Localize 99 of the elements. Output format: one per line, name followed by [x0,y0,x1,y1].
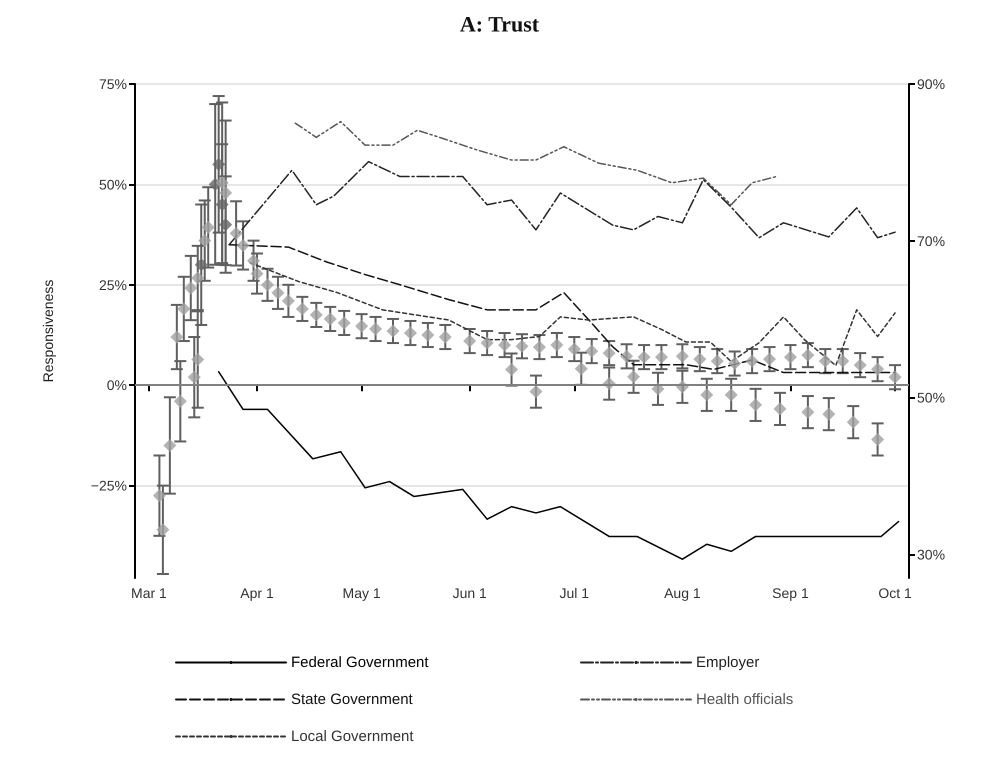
point [728,357,742,370]
point [505,363,518,376]
y-tick-label: 0% [106,377,127,394]
point [260,278,274,292]
point [250,267,264,280]
point [602,346,616,360]
point [627,370,640,384]
point [818,354,832,368]
x-tick-label: Aug 1 [664,585,701,601]
point [198,234,212,248]
y-tick-label: 50% [98,176,127,192]
y-tick-label: −25% [90,478,127,494]
y-tick-label: 75% [98,76,127,92]
point [480,336,494,350]
x-tick-label: Jul 1 [560,585,590,601]
point [550,338,564,352]
point [836,354,850,368]
point [724,388,738,402]
point [585,344,598,358]
point [191,353,204,366]
point [163,438,176,452]
point [194,258,208,272]
point [310,308,323,322]
point [784,350,797,364]
y2-tick-label: 50% [917,390,946,406]
point [676,350,689,363]
x-tick-label: Jun 1 [452,585,488,601]
point [568,342,581,356]
point [822,408,836,421]
point [574,362,588,376]
point [282,294,295,308]
point [230,226,243,240]
point [529,385,542,398]
x-tick-label: Mar 1 [131,585,168,601]
point [871,432,884,446]
point [749,398,762,412]
point [216,176,229,190]
x-tick-label: Oct 1 [878,585,912,601]
point [296,302,309,316]
x-tick-label: May 1 [342,585,381,601]
point [212,158,226,171]
point [219,218,232,232]
x-tick-label: Sep 1 [772,585,809,601]
point [871,362,884,376]
point [191,271,204,284]
point [369,322,382,336]
point [463,334,476,348]
point [219,186,232,200]
point [152,489,166,502]
point [271,286,284,300]
point [763,352,776,366]
point [156,523,170,536]
point [236,238,250,252]
point [247,254,260,268]
point [774,402,786,416]
point [638,350,651,364]
y-axis-title: Responsiveness [40,280,56,382]
point [700,388,714,402]
y2-tick-label: 70% [917,232,946,249]
point [516,340,528,353]
text: Local Government [291,728,414,745]
point [355,320,368,333]
point [386,324,400,338]
point [654,350,668,364]
point [438,330,452,344]
point [170,330,184,344]
text: State Government [291,691,414,708]
point [188,370,201,384]
x-tick-label: Apr 1 [240,585,274,601]
point [404,326,417,340]
text: Federal Government [291,654,430,671]
point [846,416,860,429]
point [746,354,759,368]
line-series [218,371,900,560]
line-series [294,120,778,206]
point [620,350,634,363]
y2-tick-label: 90% [917,76,946,92]
point [324,312,337,326]
point [801,348,814,362]
line-series [228,160,896,246]
point [338,316,351,330]
chart-title: A: Trust [460,12,540,36]
point [184,282,198,295]
point [532,340,546,354]
text: Health officials [696,691,794,708]
point [693,352,706,366]
point [202,220,215,234]
text: Employer [696,654,760,671]
point [174,394,187,408]
point [498,338,512,352]
point [854,358,867,372]
point [216,198,229,211]
point [177,302,190,316]
point [710,354,724,368]
y-tick-label: 25% [98,276,127,293]
y2-tick-label: 30% [917,546,946,562]
point [888,370,902,384]
point [421,328,434,342]
point [801,406,814,419]
